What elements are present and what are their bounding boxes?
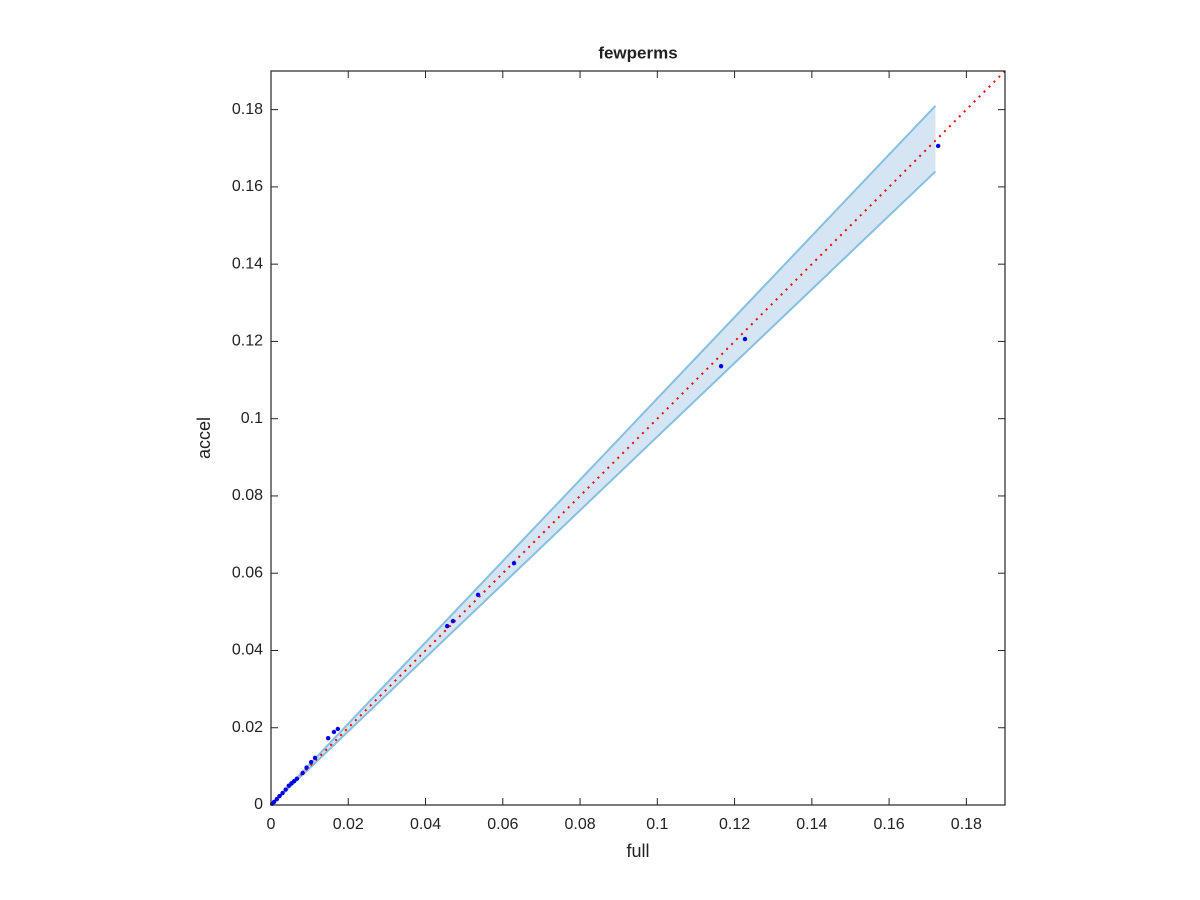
band-lower-edge <box>270 170 937 806</box>
y-tick-label: 0 <box>254 796 263 813</box>
x-tick-label: 0.18 <box>951 816 982 833</box>
data-point <box>511 560 517 566</box>
data-point <box>335 726 341 732</box>
y-tick-label: 0.1 <box>241 410 263 427</box>
data-point <box>935 143 941 149</box>
axes-box <box>270 70 1006 806</box>
data-point <box>300 770 305 776</box>
x-tick-label: 0 <box>267 816 276 833</box>
data-point <box>286 783 291 788</box>
data-point <box>718 363 724 369</box>
y-axis-label: accel <box>194 417 214 459</box>
y-tick-label: 0.16 <box>232 178 263 195</box>
data-point <box>742 336 748 342</box>
y-tick-label: 0.06 <box>232 564 263 581</box>
x-tick-label: 0.04 <box>410 816 441 833</box>
chart-title: fewperms <box>598 43 677 62</box>
data-point <box>274 797 279 802</box>
x-tick-label: 0.12 <box>719 816 750 833</box>
data-point <box>308 759 314 765</box>
x-tick-label: 0.1 <box>646 816 668 833</box>
data-point <box>450 618 456 624</box>
data-point <box>277 793 282 799</box>
x-tick-label: 0.06 <box>487 816 518 833</box>
x-axis-label: full <box>626 841 649 861</box>
data-point <box>325 735 331 741</box>
y-tick-label: 0.02 <box>232 719 263 736</box>
data-point <box>304 765 309 770</box>
data-point <box>331 729 337 735</box>
reference-line <box>270 70 1006 806</box>
y-tick-label: 0.14 <box>232 255 263 272</box>
data-point <box>444 623 450 629</box>
x-tick-label: 0.16 <box>874 816 905 833</box>
x-tick-label: 0.08 <box>564 816 595 833</box>
y-tick-label: 0.12 <box>232 333 263 350</box>
y-tick-label: 0.08 <box>232 487 263 504</box>
data-point <box>475 592 481 598</box>
x-tick-label: 0.14 <box>796 816 827 833</box>
band-upper-edge <box>270 105 937 806</box>
x-tick-label: 0.02 <box>333 816 364 833</box>
data-point <box>280 790 285 796</box>
y-tick-label: 0.18 <box>232 101 263 118</box>
data-point <box>312 755 318 761</box>
y-tick-label: 0.04 <box>232 642 263 659</box>
data-point <box>283 787 288 792</box>
